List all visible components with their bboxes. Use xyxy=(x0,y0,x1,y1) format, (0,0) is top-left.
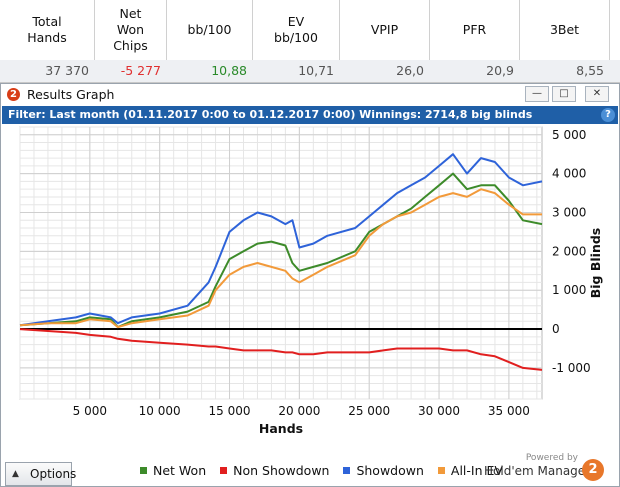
x-tick-label: 20 000 xyxy=(278,404,320,418)
value-total-hands: 37 370 xyxy=(45,63,89,78)
x-axis-label: Hands xyxy=(259,421,303,436)
header-bb100[interactable]: bb/100 xyxy=(167,0,253,60)
legend-swatch-allin-ev xyxy=(437,467,445,474)
x-tick-label: 15 000 xyxy=(209,404,251,418)
y-axis-label: Big Blinds xyxy=(588,228,603,299)
stats-header-row: Total Hands Net Won Chips bb/100 EV bb/1… xyxy=(0,0,620,61)
chart-footer: ▲ Options Net Won Non Showdown Showdown … xyxy=(0,453,620,487)
header-vpip[interactable]: VPIP xyxy=(340,0,430,60)
options-label: Options xyxy=(30,467,77,481)
close-button[interactable]: ✕ xyxy=(585,86,609,102)
restore-button[interactable]: □ xyxy=(552,86,576,102)
legend-label-non-showdown: Non Showdown xyxy=(233,463,330,478)
y-tick-label: 3 000 xyxy=(552,205,586,219)
x-tick-label: 5 000 xyxy=(73,404,107,418)
filter-text: Filter: Last month (01.11.2017 0:00 to 0… xyxy=(8,108,533,121)
chart-legend: Net Won Non Showdown Showdown All-In EV xyxy=(140,463,513,478)
options-button[interactable]: ▲ Options xyxy=(5,462,76,486)
legend-non-showdown[interactable]: Non Showdown xyxy=(220,463,329,478)
value-3bet: 8,55 xyxy=(576,63,604,78)
filter-bar: Filter: Last month (01.11.2017 0:00 to 0… xyxy=(2,106,618,124)
x-tick-label: 35 000 xyxy=(488,404,530,418)
header-pfr[interactable]: PFR xyxy=(430,0,520,60)
y-tick-label: 1 000 xyxy=(552,283,586,297)
value-net-won-chips: -5 277 024 xyxy=(120,63,161,100)
legend-allin-ev[interactable]: All-In EV xyxy=(437,463,503,478)
stats-values-row: 37 370 -5 277 024 10,88 10,71 26,0 20,9 … xyxy=(0,60,620,100)
minimize-button[interactable]: — xyxy=(525,86,549,102)
y-tick-label: 0 xyxy=(552,322,560,336)
results-chart: 5 000 10 000 15 000 20 000 25 000 30 000 35 00… xyxy=(19,126,603,436)
legend-net-won[interactable]: Net Won xyxy=(140,463,206,478)
brand-name: Hold'em Manager xyxy=(484,464,591,478)
help-icon[interactable]: ? xyxy=(601,108,615,122)
hm2-app-icon: 2 xyxy=(7,88,20,101)
window-titlebar[interactable]: 2 Results Graph — □ ✕ xyxy=(1,84,619,106)
header-total-hands[interactable]: Total Hands xyxy=(0,0,95,60)
value-vpip: 26,0 xyxy=(396,63,424,78)
value-pfr: 20,9 xyxy=(486,63,514,78)
header-ev-bb100[interactable]: EV bb/100 xyxy=(253,0,340,60)
legend-label-net-won: Net Won xyxy=(153,463,207,478)
y-tick-label: 4 000 xyxy=(552,167,586,181)
powered-by-text: Powered by xyxy=(525,453,578,463)
header-3bet[interactable]: 3Bet xyxy=(520,0,610,60)
legend-swatch-net-won xyxy=(140,467,147,474)
legend-swatch-showdown xyxy=(343,467,351,474)
value-ev-bb100: 10,71 xyxy=(298,63,334,78)
legend-showdown[interactable]: Showdown xyxy=(343,463,424,478)
header-net-won-chips[interactable]: Net Won Chips xyxy=(95,0,167,60)
legend-swatch-non-showdown xyxy=(220,467,228,474)
series-line-showdown xyxy=(19,153,543,327)
x-tick-label: 30 000 xyxy=(418,404,460,418)
y-tick-label: 5 000 xyxy=(552,128,586,142)
expand-arrow-icon: ▲ xyxy=(12,469,19,479)
y-tick-label: 2 000 xyxy=(552,244,586,258)
legend-label-showdown: Showdown xyxy=(356,463,424,478)
y-tick-label: -1 000 xyxy=(552,361,591,375)
window-title: Results Graph xyxy=(27,87,115,102)
x-tick-label: 10 000 xyxy=(139,404,181,418)
plot-area xyxy=(19,126,543,400)
value-bb100: 10,88 xyxy=(211,63,247,78)
hm2-logo-icon: 2 xyxy=(582,459,604,481)
x-tick-label: 25 000 xyxy=(348,404,390,418)
series-line-non-showdown xyxy=(19,328,543,371)
legend-label-allin-ev: All-In EV xyxy=(450,463,503,478)
series-line-all-in-ev xyxy=(19,188,542,329)
